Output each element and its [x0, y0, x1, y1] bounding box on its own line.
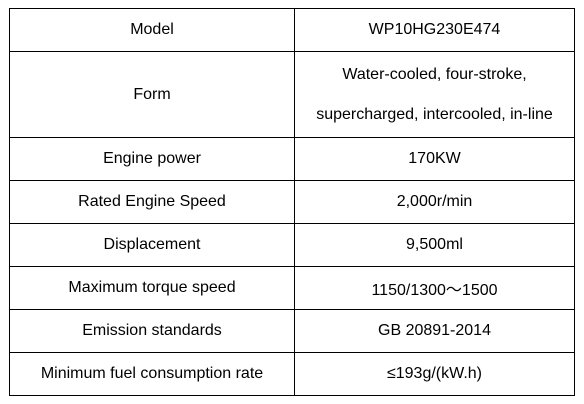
spec-value: 170KW: [294, 137, 575, 181]
table-row: Emission standards GB 20891-2014: [9, 309, 575, 353]
spec-value: WP10HG230E474: [294, 8, 575, 52]
spec-value-line: supercharged, intercooled, in-line: [316, 105, 553, 123]
table-row: Model WP10HG230E474: [9, 8, 575, 52]
spec-value: 9,500ml: [294, 223, 575, 267]
spec-label: Model: [9, 8, 295, 52]
table-row: Minimum fuel consumption rate ≤193g/(kW.h…: [9, 352, 575, 396]
spec-value: 2,000r/min: [294, 180, 575, 224]
table-row: Engine power 170KW: [9, 137, 575, 181]
spec-label: Engine power: [9, 137, 295, 181]
table-row: Rated Engine Speed 2,000r/min: [9, 180, 575, 224]
spec-label: Rated Engine Speed: [9, 180, 295, 224]
spec-value-line: Water-cooled, four-stroke,: [342, 65, 527, 83]
spec-label: Minimum fuel consumption rate: [9, 352, 295, 396]
spec-label: Emission standards: [9, 309, 295, 353]
spec-label: Maximum torque speed: [9, 266, 295, 310]
table-row: Maximum torque speed 1150/1300～1500: [9, 266, 575, 310]
table-row: Displacement 9,500ml: [9, 223, 575, 267]
spec-value: Water-cooled, four-stroke, supercharged, …: [294, 51, 575, 138]
spec-value: ≤193g/(kW.h): [294, 352, 575, 396]
table-row: Form Water-cooled, four-stroke, supercharg…: [9, 51, 575, 138]
spec-value: GB 20891-2014: [294, 309, 575, 353]
spec-table: Model WP10HG230E474 Form Water-cooled, four…: [9, 8, 575, 396]
spec-label: Displacement: [9, 223, 295, 267]
spec-value: 1150/1300～1500: [294, 266, 575, 310]
spec-label: Form: [9, 51, 295, 138]
